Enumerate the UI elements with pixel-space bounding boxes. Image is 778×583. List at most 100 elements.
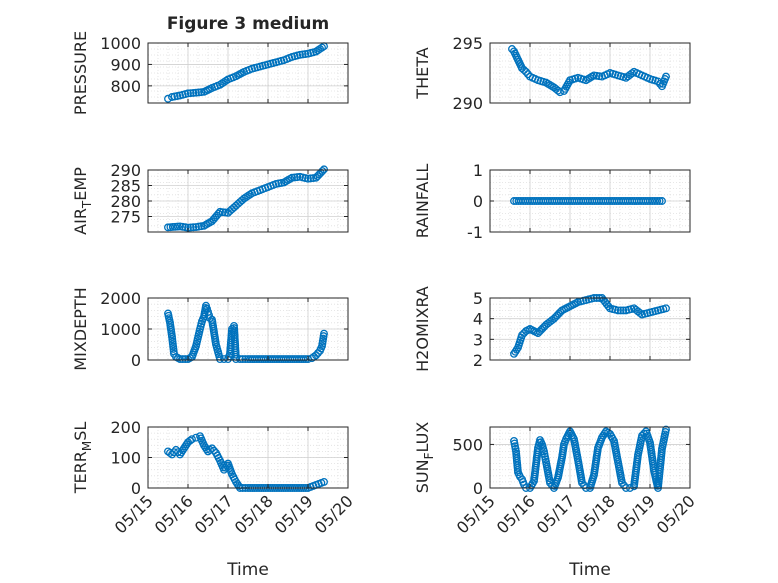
x-tick-label: 05/17 <box>191 491 237 537</box>
data-point-dense <box>620 481 628 490</box>
x-tick-label: 05/16 <box>493 491 539 537</box>
data-point-dense <box>656 79 664 88</box>
data-markers <box>164 42 328 103</box>
data-markers <box>508 45 670 97</box>
data-point <box>312 351 320 360</box>
y-tick-label: 500 <box>452 435 483 454</box>
x-tick-label: 05/15 <box>453 491 499 537</box>
data-point-dense <box>173 92 182 100</box>
data-point-dense <box>293 173 302 182</box>
data-point-dense <box>211 338 220 347</box>
y-axis-label: AIRTEMP <box>71 167 94 235</box>
data-point-dense <box>261 61 270 70</box>
data-point-dense <box>513 53 521 62</box>
y-axis-label: THETA <box>413 47 432 99</box>
data-point-dense <box>636 309 644 317</box>
y-tick-label: 290 <box>110 161 141 180</box>
data-point-dense <box>552 85 560 93</box>
y-tick-label: 290 <box>452 94 483 113</box>
data-point-dense <box>205 311 213 319</box>
data-point-dense <box>181 90 190 99</box>
data-point-dense <box>512 345 521 354</box>
data-point-dense <box>173 222 182 231</box>
y-axis-label: PRESSURE <box>71 31 90 115</box>
data-point-dense <box>309 48 318 57</box>
subplot-sun-flux: 0 500 SUNFLUX 05/1505/1605/1705/1805/1905/2… <box>413 422 699 580</box>
x-axis-label: Time <box>568 560 611 580</box>
data-point-dense <box>579 197 588 205</box>
data-point-dense <box>571 74 580 83</box>
ticks <box>147 42 349 103</box>
data-markers <box>510 197 666 205</box>
data-point-dense <box>290 173 299 182</box>
data-point-dense <box>651 307 660 316</box>
data-point-dense <box>277 355 286 364</box>
data-point-dense <box>538 324 547 333</box>
data-point-dense <box>166 448 174 457</box>
y-axis-label: H2OMIXRA <box>413 286 432 372</box>
data-point-dense <box>301 174 310 183</box>
x-tick-label: 05/16 <box>151 491 197 537</box>
data-point-dense <box>220 78 228 87</box>
data-point-dense <box>659 305 668 313</box>
data-point-dense <box>595 72 604 81</box>
data-point-dense <box>559 197 568 205</box>
y-tick-label: 4 <box>473 310 483 329</box>
data-markers <box>510 425 670 492</box>
data-point-dense <box>238 69 246 77</box>
data-point-dense <box>195 327 204 336</box>
axes-box <box>489 426 691 489</box>
ticks <box>147 426 349 489</box>
data-point-dense <box>206 85 214 93</box>
data-point-dense <box>559 442 568 451</box>
data-markers <box>164 165 328 232</box>
data-point-dense <box>257 355 266 364</box>
data-point-dense <box>603 70 612 79</box>
data-point-dense <box>297 355 306 364</box>
data-point-dense <box>572 299 580 308</box>
x-tick-label: 05/18 <box>573 491 619 537</box>
y-axis-label: MIXDEPTH <box>71 287 90 370</box>
data-point-dense <box>554 86 562 95</box>
minor-grid <box>489 42 691 104</box>
data-point-dense <box>170 448 178 457</box>
data-point-dense <box>599 197 608 205</box>
data-point-dense <box>309 174 318 183</box>
y-tick-label: 100 <box>110 449 141 468</box>
data-point-dense <box>293 51 302 60</box>
x-tick-label: 05/20 <box>653 491 699 537</box>
y-tick-label: 1 <box>473 161 483 180</box>
data-point-dense <box>178 355 187 364</box>
data-point-dense <box>174 448 182 457</box>
axes-box <box>147 42 349 104</box>
data-point-dense <box>186 89 195 98</box>
data-point-dense <box>277 178 286 187</box>
data-point-dense <box>197 222 206 231</box>
y-tick-label: 1000 <box>100 320 141 339</box>
data-point-dense <box>657 447 666 456</box>
data-point-dense <box>189 88 198 97</box>
data-point-dense <box>546 317 554 326</box>
data-point-dense <box>611 70 620 79</box>
y-axis-label: TERRMSL <box>71 422 94 495</box>
data-point-dense <box>597 435 606 444</box>
subplot-terr-msl: 0 100 200 TERRMSL 05/1505/1605/1705/1805/190… <box>71 418 357 580</box>
data-point-dense <box>286 174 294 183</box>
data-point-dense <box>611 305 620 314</box>
data-point-dense <box>541 455 550 464</box>
data-point-dense <box>653 197 662 205</box>
data-point-dense <box>301 355 310 364</box>
data-point-dense <box>299 355 308 364</box>
axes-box <box>489 42 691 104</box>
data-point-dense <box>269 181 278 189</box>
data-point-dense <box>246 190 254 199</box>
data-point-dense <box>579 296 588 305</box>
data-point <box>188 435 196 444</box>
data-point-dense <box>539 445 548 454</box>
data-point-dense <box>520 66 528 74</box>
data-point-dense <box>277 56 286 65</box>
data-point <box>164 94 172 103</box>
data-point-dense <box>539 197 548 205</box>
data-point-dense <box>245 65 254 74</box>
